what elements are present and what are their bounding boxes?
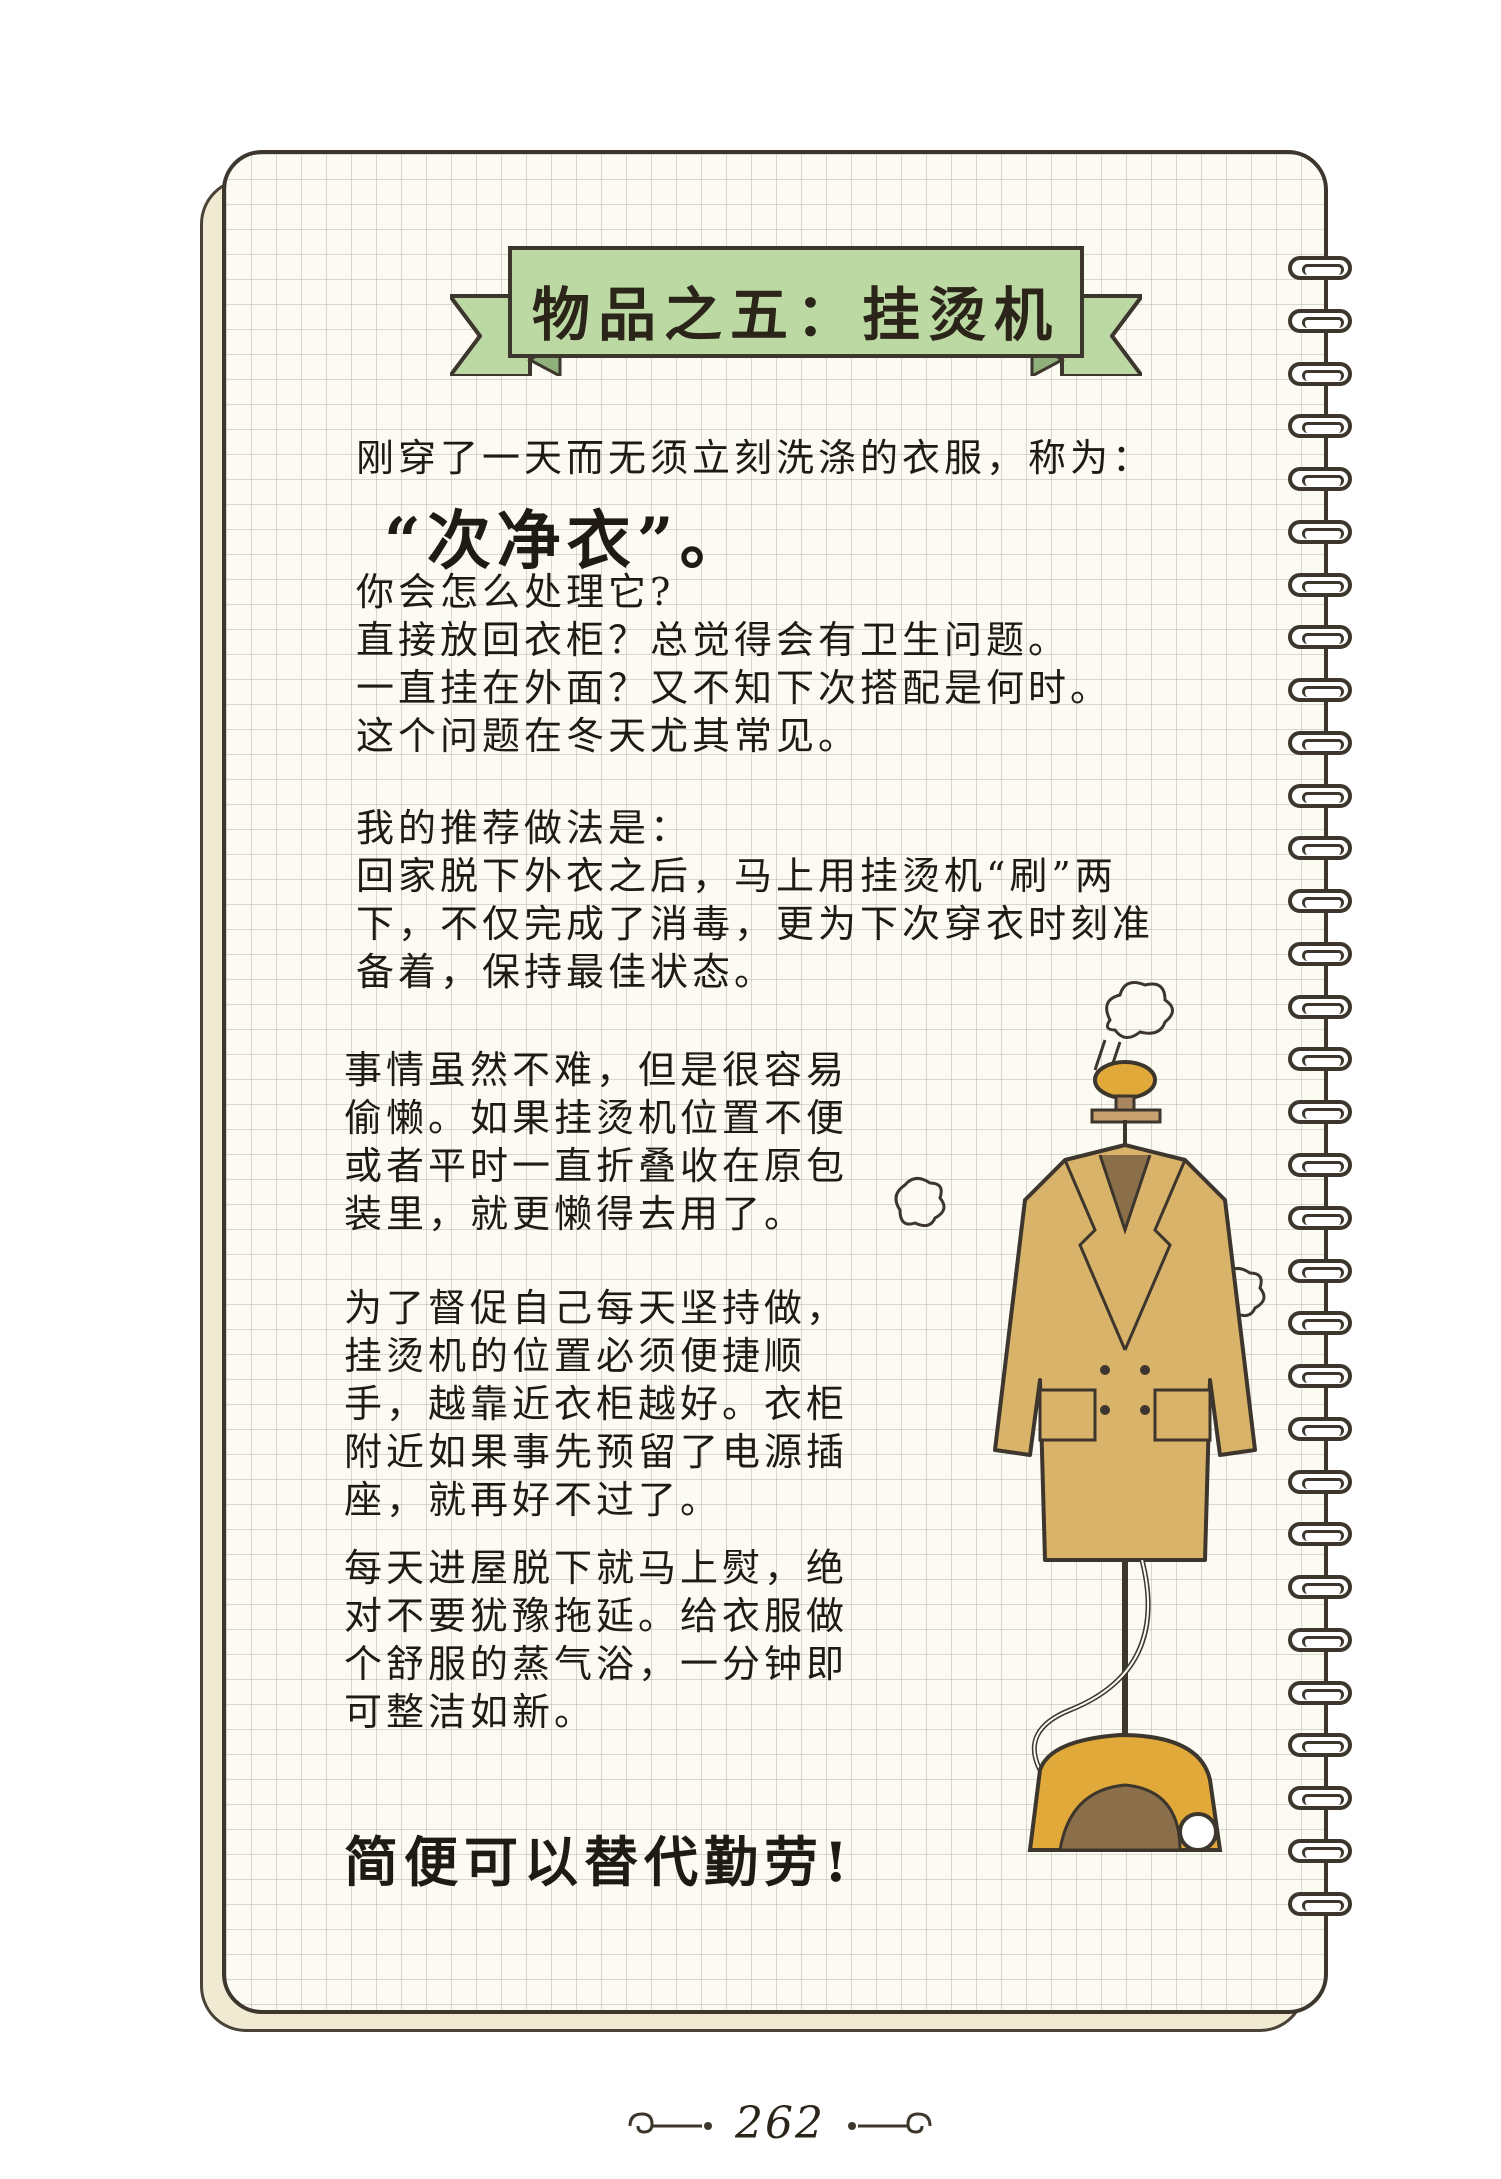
spiral-binding xyxy=(1288,256,1368,1916)
page-number: 262 xyxy=(735,2098,825,2149)
lazy-paragraph: 事情虽然不难，但是很容易 偷懒。如果挂烫机位置不便 或者平时一直折叠收在原包 装… xyxy=(344,1048,849,1236)
spiral-ring xyxy=(1288,1627,1352,1652)
spiral-ring xyxy=(1288,519,1352,544)
spiral-ring xyxy=(1288,1258,1352,1283)
spiral-ring xyxy=(1288,1364,1352,1389)
spiral-ring xyxy=(1288,1311,1352,1336)
questions-paragraph: 你会怎么处理它? 直接放回衣柜？总觉得会有卫生问题。 一直挂在外面？又不知下次搭… xyxy=(356,570,1113,758)
spiral-ring xyxy=(1288,1153,1352,1178)
spiral-ring xyxy=(1288,1891,1352,1916)
spiral-ring xyxy=(1288,678,1352,703)
spiral-ring xyxy=(1288,994,1352,1019)
spiral-ring xyxy=(1288,1786,1352,1811)
spiral-ring xyxy=(1288,1522,1352,1547)
daily-paragraph: 每天进屋脱下就马上熨，绝 对不要犹豫拖延。给衣服做 个舒服的蒸气浴，一分钟即 可… xyxy=(344,1546,849,1734)
spiral-ring xyxy=(1288,1205,1352,1230)
spiral-ring xyxy=(1288,467,1352,492)
spiral-ring xyxy=(1288,889,1352,914)
spiral-ring xyxy=(1288,256,1352,280)
term-highlight: “次净衣”。 xyxy=(384,504,750,579)
page-title: 物品之五：挂烫机 xyxy=(531,281,1060,349)
spiral-ring xyxy=(1288,941,1352,966)
spiral-ring xyxy=(1288,1100,1352,1125)
garment-steamer-illustration xyxy=(894,981,1266,1852)
spiral-ring xyxy=(1288,1047,1352,1072)
spiral-ring xyxy=(1288,783,1352,808)
spiral-ring xyxy=(1288,1680,1352,1705)
spiral-ring xyxy=(1288,308,1352,333)
title-ribbon: 物品之五：挂烫机 xyxy=(450,242,1142,376)
spiral-ring xyxy=(1288,730,1352,755)
ribbon-banner xyxy=(450,246,1142,376)
spiral-ring xyxy=(1288,414,1352,439)
swirl-ornament-icon xyxy=(848,2112,932,2134)
spiral-ring xyxy=(1288,1575,1352,1600)
page-number-footer: 262 xyxy=(620,2096,940,2156)
spiral-ring xyxy=(1288,1469,1352,1494)
intro-text: 刚穿了一天而无须立刻洗涤的衣服，称为： xyxy=(356,436,1155,480)
slogan: 简便可以替代勤劳! xyxy=(344,1830,854,1894)
spiral-ring xyxy=(1288,361,1352,386)
spiral-ring xyxy=(1288,1733,1352,1758)
spiral-ring xyxy=(1288,1838,1352,1863)
spiral-ring xyxy=(1288,1416,1352,1441)
spiral-ring xyxy=(1288,572,1352,597)
swirl-ornament-icon xyxy=(628,2112,712,2134)
recommendation-paragraph: 我的推荐做法是： 回家脱下外衣之后，马上用挂烫机“刷”两 下，不仅完成了消毒，更… xyxy=(356,806,1155,994)
position-paragraph: 为了督促自己每天坚持做， 挂烫机的位置必须便捷顺 手，越靠近衣柜越好。衣柜 附近… xyxy=(344,1286,849,1522)
spiral-ring xyxy=(1288,836,1352,861)
spiral-ring xyxy=(1288,625,1352,650)
